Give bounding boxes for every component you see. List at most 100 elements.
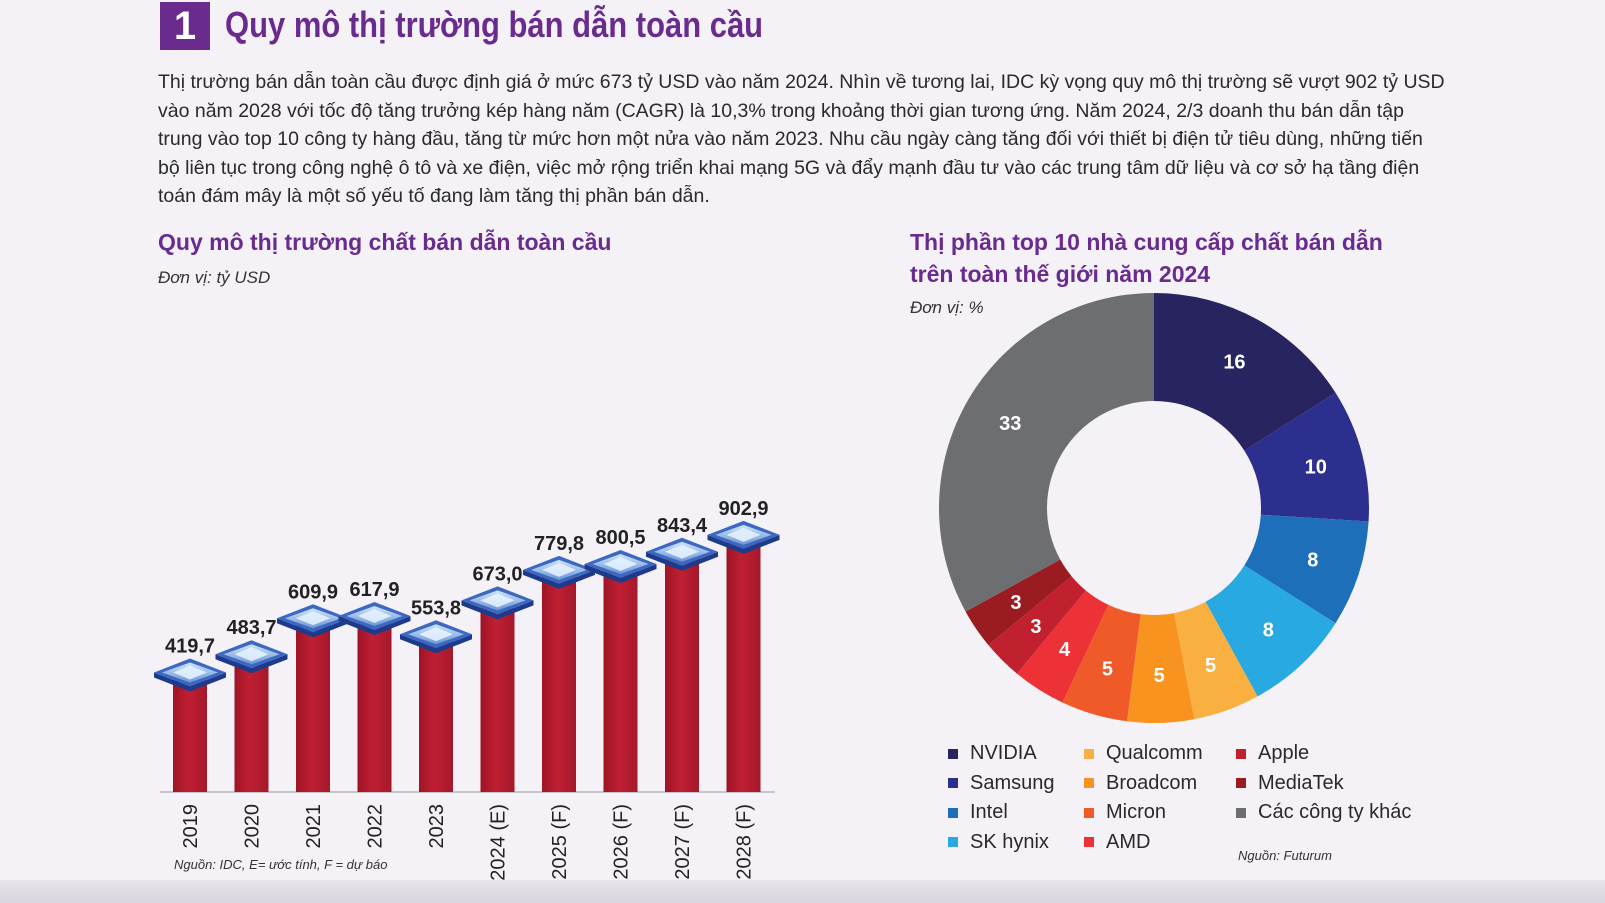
bar-category-label: 2027 (F) bbox=[672, 804, 694, 880]
bar-chart-unit: Đơn vị: tỷ USD bbox=[158, 268, 271, 287]
bar-value-label: 617,9 bbox=[349, 579, 399, 601]
bar-category-label: 2028 (F) bbox=[734, 804, 756, 880]
pie-chart-title-line2: trên toàn thế giới năm 2024 bbox=[910, 261, 1211, 287]
bar-value-label: 419,7 bbox=[165, 635, 215, 657]
bar-value-label: 843,4 bbox=[657, 515, 708, 537]
chip-icon bbox=[277, 604, 349, 638]
chip-icon bbox=[215, 640, 288, 674]
legend-swatch bbox=[1084, 837, 1094, 848]
bar-2025 (F) bbox=[542, 569, 576, 792]
pie-slice-broadcom bbox=[1127, 613, 1195, 723]
bar-2027 (F) bbox=[665, 551, 699, 792]
bar-category-label: 2019 bbox=[180, 804, 202, 849]
bar-category-label: 2024 (E) bbox=[488, 804, 510, 881]
pie-value-label: 3 bbox=[1030, 616, 1041, 638]
legend-label: MediaTek bbox=[1258, 771, 1344, 794]
legend-swatch bbox=[1084, 778, 1094, 789]
bar-value-label: 553,8 bbox=[411, 597, 461, 619]
legend-item: Micron bbox=[1084, 801, 1166, 824]
bar-value-label: 800,5 bbox=[595, 527, 645, 549]
pie-chart-source: Nguồn: Futurum bbox=[1238, 848, 1332, 863]
bar-category-label: 2021 bbox=[303, 804, 325, 849]
legend-item: Samsung bbox=[948, 772, 1055, 795]
pie-value-label: 10 bbox=[1305, 456, 1327, 478]
bar-2024 (E) bbox=[480, 600, 515, 792]
chip-icon bbox=[523, 555, 595, 589]
legend-label: Các công ty khác bbox=[1258, 801, 1412, 823]
bar-value-label: 673,0 bbox=[472, 563, 522, 585]
chip-icon bbox=[154, 658, 226, 692]
legend-label: Samsung bbox=[970, 771, 1055, 794]
legend-swatch bbox=[1084, 748, 1094, 759]
bar-value-label: 483,7 bbox=[226, 617, 276, 639]
legend-item: Apple bbox=[1236, 742, 1309, 765]
pie-slice-các-công-ty-khác bbox=[939, 293, 1154, 612]
bar-value-label: 902,9 bbox=[718, 498, 768, 520]
pie-value-label: 4 bbox=[1059, 639, 1071, 661]
pie-slice-intel bbox=[1244, 514, 1369, 624]
legend-item: SK hynix bbox=[948, 831, 1049, 854]
legend-label: Apple bbox=[1258, 742, 1310, 764]
pie-slice-mediatek bbox=[965, 559, 1072, 646]
bottom-band bbox=[0, 880, 1605, 903]
legend-swatch bbox=[1236, 807, 1246, 818]
legend-item: Qualcomm bbox=[1084, 742, 1203, 765]
legend-label: SK hynix bbox=[970, 830, 1049, 853]
legend-swatch bbox=[948, 807, 958, 818]
pie-slice-apple bbox=[988, 576, 1086, 674]
legend-swatch bbox=[1084, 807, 1094, 818]
section-title: Quy mô thị trường bán dẫn toàn cầu bbox=[225, 4, 764, 45]
bar-2022 bbox=[357, 616, 392, 792]
pie-slice-nvidia bbox=[1154, 293, 1336, 451]
bar-2019 bbox=[173, 672, 207, 792]
chip-icon bbox=[400, 620, 472, 654]
legend-item: Broadcom bbox=[1084, 772, 1197, 795]
pie-value-label: 5 bbox=[1154, 665, 1165, 687]
bar-category-label: 2026 (F) bbox=[611, 804, 633, 880]
bar-chart: 419,7 2019 483,7 2020 609,9 2021 617,9 2022 553,… bbox=[154, 498, 780, 881]
legend-swatch bbox=[948, 778, 958, 789]
chip-icon bbox=[461, 586, 534, 620]
bar-category-label: 2022 bbox=[365, 804, 387, 849]
bar-chart-source: Nguồn: IDC, E= ước tính, F = dự báo bbox=[174, 857, 388, 872]
legend-swatch bbox=[1236, 748, 1246, 759]
pie-value-label: 3 bbox=[1010, 592, 1021, 614]
legend-label: AMD bbox=[1106, 830, 1151, 853]
legend-item: Intel bbox=[948, 801, 1008, 824]
legend-label: Qualcomm bbox=[1106, 742, 1203, 764]
pie-slice-micron bbox=[1062, 604, 1141, 722]
pie-slice-qualcomm bbox=[1174, 601, 1258, 720]
bar-2020 bbox=[234, 654, 269, 792]
legend-label: NVIDIA bbox=[970, 742, 1037, 764]
chip-icon bbox=[707, 520, 780, 554]
chip-icon bbox=[338, 602, 411, 636]
pie-chart-unit: Đơn vị: % bbox=[910, 298, 984, 317]
legend-item: MediaTek bbox=[1236, 772, 1344, 795]
bar-category-label: 2023 bbox=[426, 804, 448, 849]
legend-swatch bbox=[948, 748, 958, 759]
bar-2028 (F) bbox=[726, 534, 761, 792]
pie-slice-samsung bbox=[1244, 392, 1369, 522]
section-number: 1 bbox=[160, 2, 210, 50]
legend-item: Các công ty khác bbox=[1236, 801, 1411, 824]
legend-label: Micron bbox=[1106, 801, 1167, 823]
pie-value-label: 8 bbox=[1263, 620, 1274, 642]
legend-label: Intel bbox=[970, 801, 1008, 823]
legend-item: NVIDIA bbox=[948, 742, 1037, 765]
chip-icon bbox=[646, 537, 718, 571]
bar-value-label: 779,8 bbox=[534, 533, 584, 555]
bar-2026 (F) bbox=[603, 564, 638, 792]
pie-slice-amd bbox=[1016, 590, 1109, 703]
intro-paragraph: Thị trường bán dẫn toàn cầu được định gi… bbox=[158, 71, 1445, 207]
pie-slice-sk-hynix bbox=[1205, 565, 1336, 697]
bar-2021 bbox=[296, 618, 330, 792]
legend-swatch bbox=[1236, 778, 1246, 789]
pie-value-label: 33 bbox=[999, 413, 1021, 435]
pie-value-label: 5 bbox=[1102, 658, 1113, 680]
bar-chart-title: Quy mô thị trường chất bán dẫn toàn cầu bbox=[158, 229, 612, 255]
bar-category-label: 2020 bbox=[242, 804, 264, 849]
bar-category-label: 2025 (F) bbox=[549, 804, 571, 880]
pie-value-label: 5 bbox=[1205, 655, 1216, 677]
legend-swatch bbox=[948, 837, 958, 848]
